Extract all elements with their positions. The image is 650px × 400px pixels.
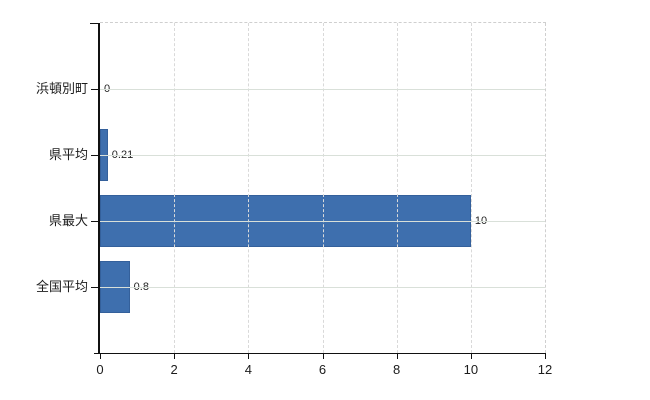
x-axis-tick xyxy=(545,354,546,359)
x-gridline xyxy=(248,23,250,353)
x-axis-tick xyxy=(396,354,398,359)
category-label: 全国平均 xyxy=(35,279,88,294)
x-tick-label: 8 xyxy=(393,362,401,377)
category-label: 浜頓別町 xyxy=(35,81,88,96)
category-label: 県最大 xyxy=(48,213,88,228)
x-gridline xyxy=(174,23,176,353)
x-gridline xyxy=(322,23,324,353)
category-gridline xyxy=(100,89,545,90)
x-tick-label: 6 xyxy=(318,362,327,377)
y-axis xyxy=(98,23,100,354)
x-axis-tick xyxy=(100,354,101,359)
x-gridline xyxy=(396,23,398,353)
plot-border-right xyxy=(545,23,546,353)
y-axis-end-tick xyxy=(90,23,100,24)
x-tick-label: 2 xyxy=(170,362,178,377)
x-gridline xyxy=(470,23,472,353)
x-tick-label: 10 xyxy=(463,362,479,377)
x-axis-tick xyxy=(322,354,324,359)
x-axis xyxy=(94,353,546,354)
category-gridline xyxy=(100,221,545,222)
category-gridline xyxy=(100,155,545,156)
category-gridline xyxy=(100,287,545,288)
plot-border-top xyxy=(100,22,546,23)
x-tick-label: 4 xyxy=(244,362,252,377)
category-label: 県平均 xyxy=(48,147,88,162)
x-axis-tick xyxy=(470,354,472,359)
x-tick-label: 12 xyxy=(537,362,553,377)
x-axis-tick xyxy=(248,354,250,359)
y-axis-tick xyxy=(91,221,100,222)
x-tick-label: 0 xyxy=(96,362,104,377)
y-axis-tick xyxy=(91,89,100,90)
y-axis-tick xyxy=(91,287,100,288)
y-axis-tick xyxy=(91,155,100,156)
x-axis-tick xyxy=(174,354,176,359)
